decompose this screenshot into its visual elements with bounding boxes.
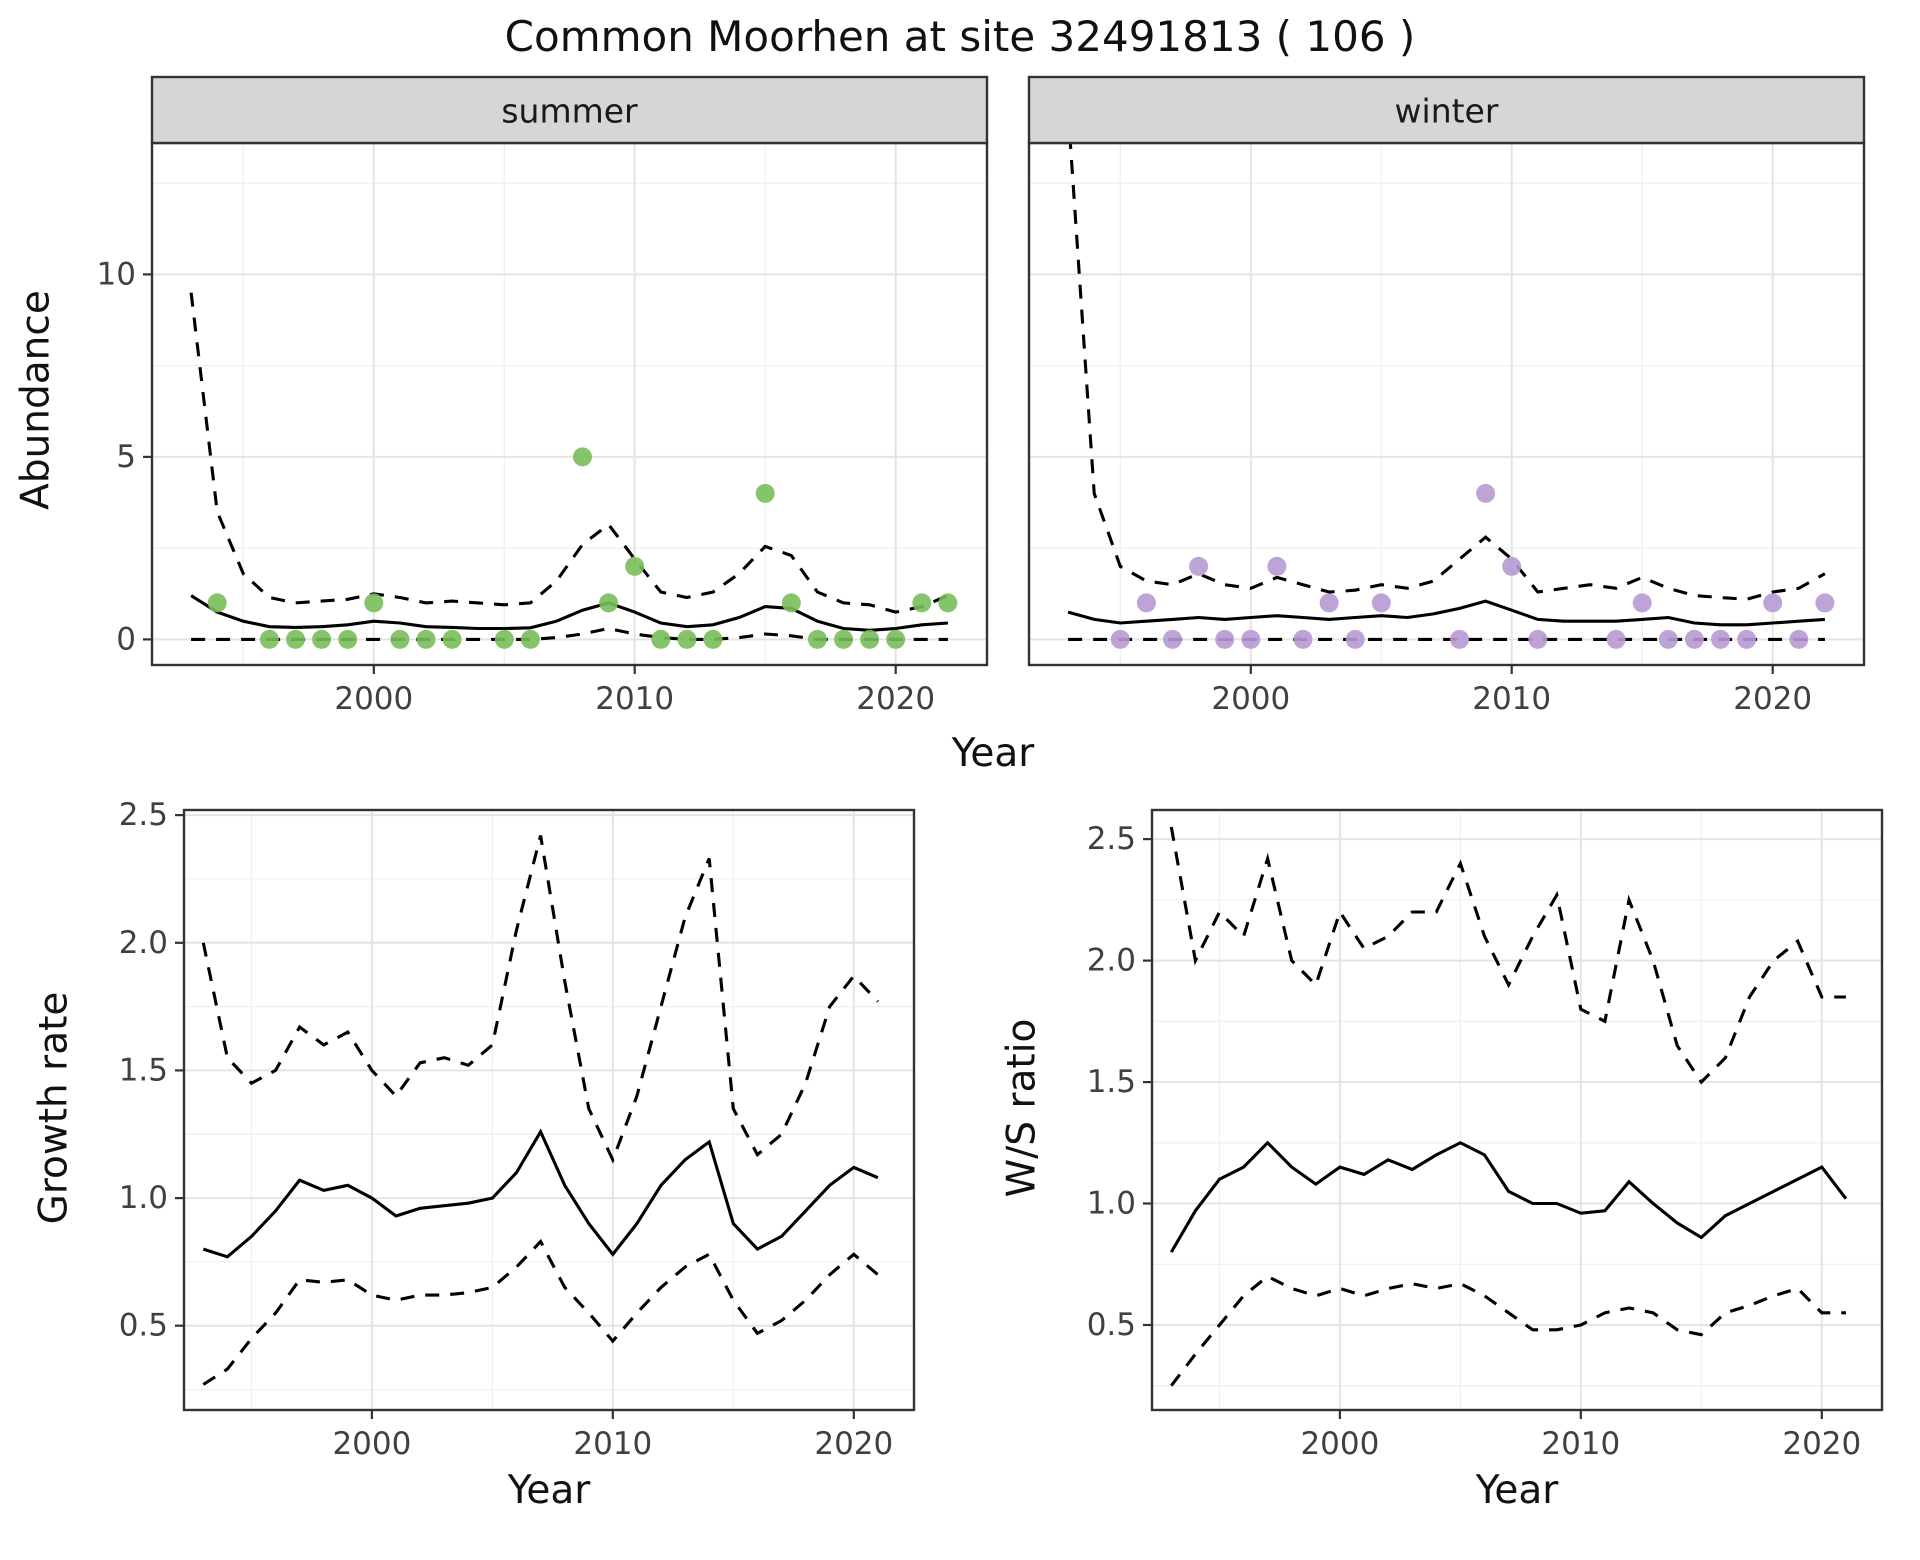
- svg-text:2010: 2010: [595, 681, 674, 717]
- ws-ratio-axis-label-text: W/S ratio: [999, 1018, 1045, 1198]
- svg-text:2.0: 2.0: [1087, 943, 1136, 979]
- growth-rate-chart: 2000 2010 2020 0.5 1.0 1.5 2.0 2.5: [119, 802, 916, 1462]
- svg-text:2.0: 2.0: [119, 925, 168, 961]
- svg-text:0: 0: [116, 621, 136, 657]
- svg-text:2000: 2000: [1211, 681, 1290, 717]
- year-axis-label-ws-text: Year: [1475, 1468, 1559, 1513]
- svg-text:2020: 2020: [1733, 681, 1812, 717]
- svg-text:10: 10: [97, 256, 136, 292]
- svg-text:2010: 2010: [1541, 1426, 1620, 1462]
- page-title: Common Moorhen at site 32491813 ( 106 ): [504, 12, 1416, 61]
- svg-text:1.0: 1.0: [119, 1180, 168, 1216]
- svg-text:2020: 2020: [1782, 1426, 1861, 1462]
- growth-rate-axis-label-text: Growth rate: [31, 991, 77, 1225]
- svg-text:winter: winter: [1395, 92, 1499, 131]
- svg-text:2000: 2000: [1300, 1426, 1379, 1462]
- svg-text:2.5: 2.5: [119, 802, 168, 833]
- growth-rate-plot-column: 2000 2010 2020 0.5 1.0 1.5 2.0 2.5 Year: [84, 802, 928, 1513]
- svg-text:5: 5: [116, 439, 136, 475]
- year-axis-label-growth-text: Year: [507, 1468, 591, 1513]
- svg-text:2.5: 2.5: [1087, 821, 1136, 857]
- svg-text:1.0: 1.0: [1087, 1186, 1136, 1222]
- svg-text:0.5: 0.5: [119, 1308, 168, 1344]
- abundance-summer-chart: summer 2000 2010 2020 0 5 10: [97, 75, 989, 717]
- ws-ratio-plot-column: 2000 2010 2020 0.5 1.0 1.5 2.0 2.5 Year: [1052, 802, 1896, 1513]
- year-axis-label-top: Year: [0, 731, 1920, 776]
- year-axis-label-top-text: Year: [951, 731, 1035, 776]
- abundance-axis-label: Abundance: [6, 71, 66, 729]
- svg-text:2000: 2000: [334, 681, 413, 717]
- ws-ratio-chart: 2000 2010 2020 0.5 1.0 1.5 2.0 2.5: [1087, 808, 1884, 1462]
- abundance-winter-chart: winter 2000 2010 2020: [1027, 75, 1866, 717]
- svg-text:2010: 2010: [1472, 681, 1551, 717]
- abundance-axis-label-text: Abundance: [13, 290, 59, 510]
- abundance-row: Abundance summer 2000 2010 2020 0 5 10 winter 2…: [0, 71, 1920, 729]
- derived-metrics-row: Growth rate 2000 2010 2020 0.5 1.0 1.5 2.0 2.5 …: [0, 802, 1920, 1513]
- svg-text:0.5: 0.5: [1087, 1307, 1136, 1343]
- svg-text:summer: summer: [501, 92, 638, 131]
- svg-text:2000: 2000: [332, 1426, 411, 1462]
- facet-gap: [995, 71, 1013, 729]
- svg-text:1.5: 1.5: [119, 1052, 168, 1088]
- svg-text:2010: 2010: [573, 1426, 652, 1462]
- svg-text:1.5: 1.5: [1087, 1064, 1136, 1100]
- ws-ratio-axis-label: W/S ratio: [992, 802, 1052, 1513]
- growth-rate-plot: Growth rate 2000 2010 2020 0.5 1.0 1.5 2.0 2.5 …: [24, 802, 928, 1513]
- year-axis-label-ws: Year: [1052, 1468, 1896, 1513]
- svg-text:2020: 2020: [814, 1426, 893, 1462]
- ws-ratio-plot: W/S ratio 2000 2010 2020 0.5 1.0 1.5 2.0 2.5 Ye…: [992, 802, 1896, 1513]
- svg-text:2020: 2020: [856, 681, 935, 717]
- year-axis-label-growth: Year: [84, 1468, 928, 1513]
- growth-rate-axis-label: Growth rate: [24, 802, 84, 1513]
